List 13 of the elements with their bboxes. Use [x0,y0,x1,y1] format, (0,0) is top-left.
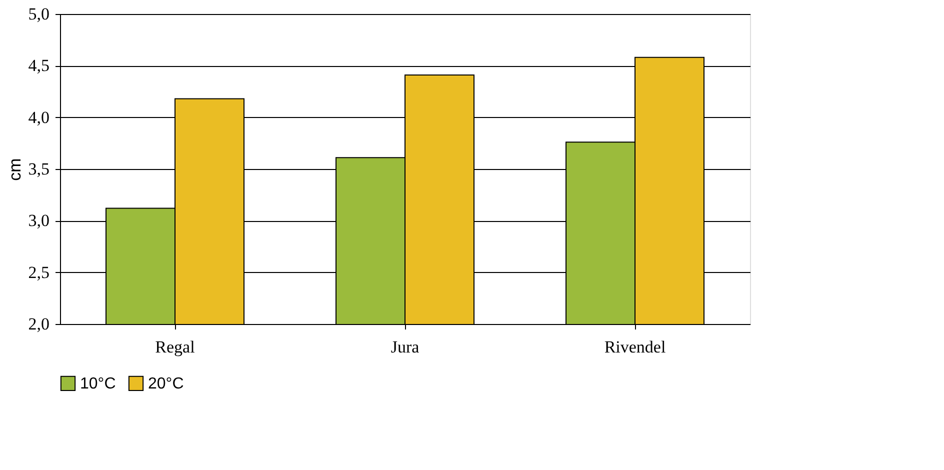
y-tick-label: 2,5 [28,262,50,282]
y-tick-label: 5,0 [28,4,50,24]
y-tick-label: 2,0 [28,314,50,334]
y-tick-label: 3,0 [28,211,50,230]
legend-label: 10°C [80,375,116,392]
legend-label: 20°C [148,375,184,392]
y-tick-label: 3,5 [28,160,50,178]
y-tick-label: 4,5 [28,56,50,76]
x-tick-label: Jura [390,338,420,356]
x-tick-label: Rivendel [604,338,666,356]
y-axis-title: cm [5,158,24,181]
x-tick-label: Regal [155,338,196,356]
y-tick-label: 4,0 [28,108,50,127]
